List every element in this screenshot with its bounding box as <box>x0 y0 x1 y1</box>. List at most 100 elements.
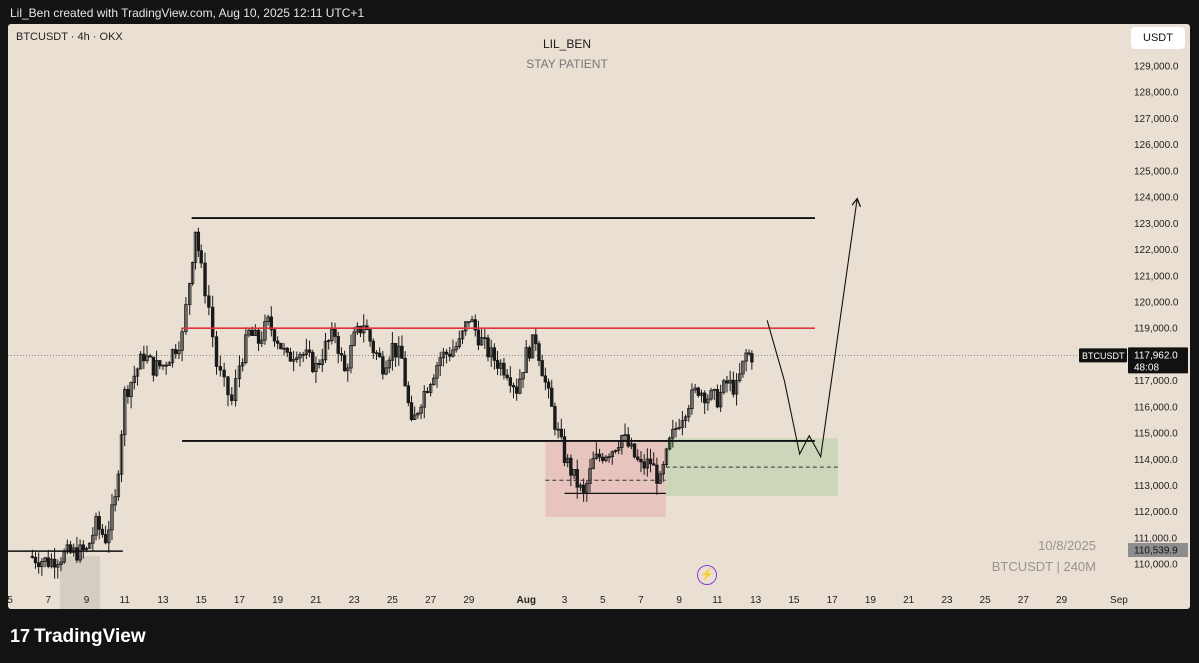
x-tick-label: Aug <box>517 595 536 606</box>
candle-body <box>712 389 716 391</box>
candle-body <box>690 389 694 409</box>
lightning-icon[interactable]: ⚡ <box>697 565 717 585</box>
candle-body <box>661 464 665 475</box>
candle-body <box>123 388 127 436</box>
candle-body <box>610 451 614 458</box>
candle-body <box>174 349 178 355</box>
y-tick-label: 125,000.0 <box>1134 166 1179 177</box>
y-tick-label: 116,000.0 <box>1134 402 1178 413</box>
candle-body <box>349 344 353 369</box>
candle-body <box>116 473 121 498</box>
candle-body <box>731 379 736 395</box>
tradingview-logo[interactable]: 17 TradingView <box>10 626 146 648</box>
candle-body <box>511 384 516 388</box>
x-tick-label: 19 <box>272 595 284 606</box>
candle-body <box>479 337 484 346</box>
candle-body <box>489 347 493 358</box>
candle-body <box>725 380 729 384</box>
candle-body <box>56 564 60 568</box>
candle-body <box>151 356 156 376</box>
candle-body <box>406 385 411 404</box>
caption-text: Lil_Ben created with TradingView.com, Au… <box>10 6 365 20</box>
y-tick-label: 113,000.0 <box>1134 481 1178 492</box>
candle-body <box>483 337 487 340</box>
candle-body <box>454 346 458 351</box>
candle-body <box>655 464 659 484</box>
y-tick-label: 115,000.0 <box>1134 429 1178 440</box>
candle-body <box>463 321 468 332</box>
x-tick-label: 13 <box>157 595 169 606</box>
candle-body <box>565 457 570 464</box>
candle-body <box>103 534 108 544</box>
candle-body <box>476 329 481 346</box>
candle-body <box>722 380 726 393</box>
y-tick-label: 111,000.0 <box>1134 533 1177 544</box>
candle-body <box>448 353 452 357</box>
y-tick-label: 121,000.0 <box>1134 271 1179 282</box>
candle-body <box>285 347 289 353</box>
x-tick-label: 15 <box>196 595 208 606</box>
candle-body <box>275 340 280 344</box>
candle-body <box>744 352 748 362</box>
candle-body <box>65 544 70 553</box>
candle-body <box>750 353 754 363</box>
candle-body <box>84 547 89 551</box>
candle-body <box>467 321 471 324</box>
candle-body <box>87 542 92 549</box>
candle-body <box>550 387 554 407</box>
candle-body <box>247 329 251 336</box>
candle-body <box>581 484 586 493</box>
candle-body <box>78 544 82 561</box>
price-chart[interactable]: 129,000.0 128,000.0 127,000.0 126,000.0 125,… <box>8 24 1190 609</box>
candle-body <box>671 428 675 439</box>
currency-button[interactable]: USDT <box>1131 27 1185 49</box>
candle-body <box>575 468 579 488</box>
candle-body <box>492 347 497 361</box>
y-tick-label: 126,000.0 <box>1134 140 1179 151</box>
candle-body <box>161 364 165 367</box>
candle-body <box>422 391 426 408</box>
y-tick-label: 122,000.0 <box>1134 245 1179 256</box>
left-shaded-zone <box>60 556 100 609</box>
candle-body <box>317 363 321 366</box>
x-tick-label: 29 <box>463 595 475 606</box>
x-tick-label: 25 <box>980 595 992 606</box>
candle-body <box>132 375 136 383</box>
y-tick-label: 124,000.0 <box>1134 193 1179 204</box>
x-tick-label: 15 <box>788 595 800 606</box>
candle-body <box>502 362 506 376</box>
candle-body <box>527 347 532 359</box>
candle-body <box>291 359 296 362</box>
candle-body <box>371 340 375 354</box>
symbol-info[interactable]: BTCUSDT · 4h · OKX <box>16 31 123 43</box>
candle-body <box>696 387 701 396</box>
candle-body <box>521 372 525 380</box>
candle-body <box>266 316 270 322</box>
candle-body <box>594 453 599 459</box>
x-tick-label: 23 <box>349 595 361 606</box>
candle-body <box>94 516 98 536</box>
chart-panel[interactable]: 129,000.0 128,000.0 127,000.0 126,000.0 125,… <box>8 24 1190 609</box>
candle-body <box>260 339 264 344</box>
projection-path[interactable] <box>766 200 857 459</box>
candle-body <box>298 354 302 359</box>
candle-body <box>578 484 583 488</box>
last-price-countdown: 48:08 <box>1134 362 1159 373</box>
x-tick-label: 5 <box>600 595 606 606</box>
candle-body <box>607 456 611 459</box>
candle-body <box>514 386 519 394</box>
candle-body <box>747 352 751 355</box>
candle-body <box>693 387 697 391</box>
candle-body <box>288 351 293 362</box>
candle-body <box>352 331 356 346</box>
candle-body <box>43 557 47 562</box>
candle-body <box>126 388 130 398</box>
candle-body <box>377 352 382 358</box>
candle-body <box>362 325 366 334</box>
x-tick-label: 23 <box>941 595 953 606</box>
candle-body <box>323 340 328 361</box>
candle-body <box>702 392 707 404</box>
candle-body <box>145 355 149 362</box>
watermark-date: 10/8/2025 <box>1038 538 1096 553</box>
candle-body <box>553 406 557 430</box>
